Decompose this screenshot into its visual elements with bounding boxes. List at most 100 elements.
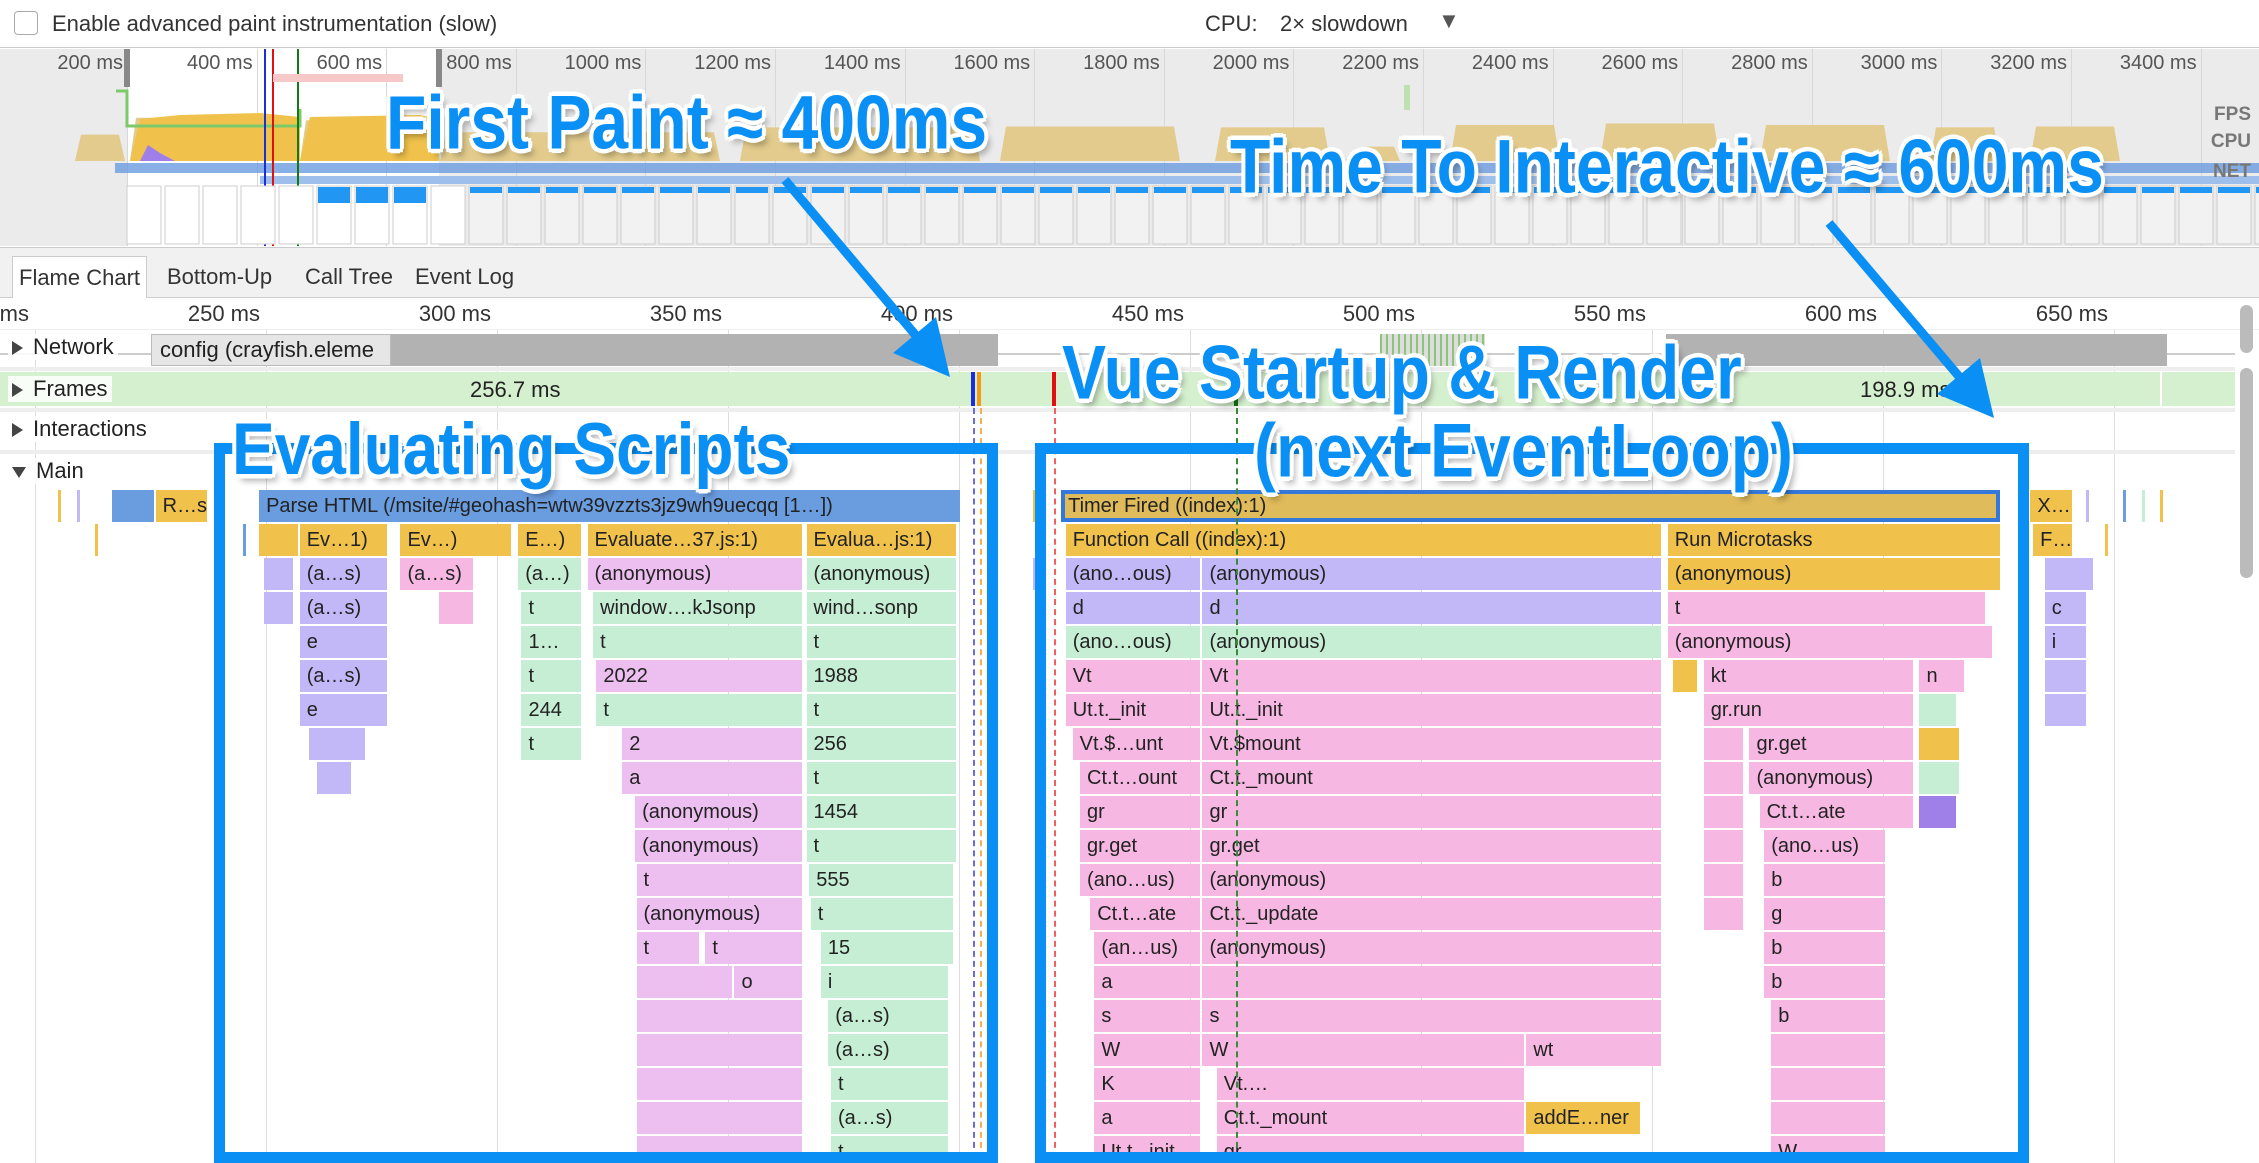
flame-event[interactable]: (a…s) (828, 1000, 949, 1032)
flame-event[interactable]: Ct.t…ate (1090, 898, 1201, 930)
flame-event[interactable] (636, 1034, 802, 1066)
flame-event[interactable]: s (1202, 1000, 1662, 1032)
flame-event[interactable]: Function Call ((index):1) (1065, 524, 1662, 556)
flame-event[interactable]: t (521, 728, 582, 760)
flame-event[interactable]: window….kJsonp (593, 592, 802, 624)
flame-event[interactable]: R…s (155, 490, 207, 522)
flame-event[interactable]: W (1094, 1034, 1201, 1066)
flame-event[interactable]: (anonymous) (587, 558, 802, 590)
flame-event[interactable]: 2 (622, 728, 802, 760)
dropdown-arrow-icon[interactable]: ▼ (1438, 8, 1460, 33)
flame-event[interactable]: (anonymous) (1202, 864, 1662, 896)
flame-event[interactable]: i (820, 966, 949, 998)
flame-event-sliver[interactable] (1032, 558, 1036, 590)
expand-triangle-icon[interactable] (12, 341, 23, 356)
flame-event[interactable]: Ev…) (400, 524, 511, 556)
flame-event[interactable]: a (1094, 966, 1201, 998)
flame-event[interactable]: o (734, 966, 802, 998)
flame-event[interactable]: (a…s) (299, 592, 387, 624)
flame-event[interactable]: (anonymous) (1749, 762, 1914, 794)
flame-event[interactable]: Ct.t._mount (1202, 762, 1662, 794)
flame-event[interactable]: (a…s) (831, 1102, 949, 1134)
tab-event-log[interactable]: Event Log (415, 264, 515, 289)
flame-event[interactable]: (anonymous) (1202, 932, 1662, 964)
flame-event[interactable]: (anonymous) (1202, 558, 1662, 590)
flame-event-sliver[interactable] (242, 524, 246, 556)
flame-event[interactable]: gr.get (1202, 830, 1662, 862)
flame-event[interactable]: (anonymous) (806, 558, 956, 590)
tab-flame-chart[interactable]: Flame Chart (12, 256, 148, 298)
flame-event[interactable]: (anonymous) (1202, 626, 1662, 658)
flame-event[interactable]: a (1094, 1102, 1201, 1134)
tab-call-tree[interactable]: Call Tree (305, 264, 394, 289)
flame-event[interactable]: (ano…us) (1764, 830, 1885, 862)
first-paint-marker[interactable] (971, 372, 975, 406)
flame-event[interactable] (1202, 966, 1662, 998)
flame-event[interactable]: c (2044, 592, 2087, 624)
flame-event[interactable]: g (1764, 898, 1885, 930)
flame-event[interactable] (309, 728, 366, 760)
track-frames[interactable]: Frames (8, 376, 112, 402)
flame-event[interactable]: F… (2033, 524, 2072, 556)
flame-event[interactable]: (anonymous) (636, 898, 802, 930)
flame-event[interactable] (1703, 864, 1744, 896)
expand-triangle-icon[interactable] (12, 383, 23, 398)
flame-event[interactable]: (anonymous) (635, 796, 802, 828)
flame-event[interactable]: Ev…1) (299, 524, 387, 556)
flame-event[interactable]: t (636, 864, 802, 896)
paint-instrumentation-label[interactable]: Enable advanced paint instrumentation (s… (52, 11, 498, 36)
flame-event[interactable]: kt (1703, 660, 1914, 692)
flame-event[interactable] (1919, 762, 1960, 794)
flame-event[interactable]: (ano…ous) (1065, 558, 1201, 590)
flame-event[interactable]: (an…us) (1094, 932, 1201, 964)
flame-event[interactable]: Ut.t._init (1065, 694, 1201, 726)
flame-event[interactable]: d (1202, 592, 1662, 624)
flame-event[interactable] (1703, 728, 1744, 760)
expand-triangle-icon[interactable] (12, 423, 23, 438)
flame-event[interactable]: 256 (806, 728, 956, 760)
flame-event-sliver[interactable] (2123, 490, 2127, 522)
flame-event[interactable]: K (1094, 1068, 1201, 1100)
flame-event[interactable]: Vt (1202, 660, 1662, 692)
flame-event[interactable] (259, 524, 298, 556)
flame-event[interactable] (439, 592, 474, 624)
flame-event[interactable]: t (1667, 592, 1986, 624)
flame-event[interactable] (1673, 660, 1698, 692)
flame-event[interactable]: b (1771, 1000, 1885, 1032)
paint-instrumentation-checkbox[interactable] (14, 11, 38, 35)
track-main[interactable]: Main (8, 458, 88, 484)
flame-event[interactable]: t (806, 830, 956, 862)
flame-event[interactable] (1919, 694, 1957, 726)
flame-event[interactable]: b (1764, 864, 1885, 896)
flame-event-sliver[interactable] (76, 490, 80, 522)
flame-event[interactable]: 1… (521, 626, 582, 658)
flame-event[interactable] (636, 1102, 802, 1134)
flame-event[interactable]: n (1919, 660, 1964, 692)
flame-event[interactable]: gr.get (1749, 728, 1914, 760)
flame-event[interactable]: 2022 (596, 660, 802, 692)
flame-event[interactable]: 555 (809, 864, 953, 896)
flame-event[interactable]: s (1094, 1000, 1201, 1032)
flame-event[interactable]: Ct.t._mount (1216, 1102, 1525, 1134)
load-event-marker[interactable] (1052, 372, 1056, 406)
frame-duration[interactable]: 198.9 ms (1860, 377, 1951, 402)
frame-duration[interactable]: 256.7 ms (470, 377, 561, 402)
flame-event-sliver[interactable] (2086, 490, 2090, 522)
flame-event[interactable] (1771, 1102, 1885, 1134)
flame-event[interactable]: (a…s) (400, 558, 474, 590)
flame-event[interactable] (1703, 830, 1744, 862)
flame-event[interactable]: (a…s) (828, 1034, 949, 1066)
flame-event[interactable]: i (2044, 626, 2087, 658)
flame-event-sliver[interactable] (2160, 490, 2164, 522)
flame-event[interactable]: t (596, 694, 802, 726)
flame-event[interactable]: Ct.t…ate (1759, 796, 1914, 828)
flame-event[interactable]: t (806, 626, 956, 658)
flame-event[interactable]: 1988 (806, 660, 956, 692)
flame-event-sliver[interactable] (2104, 524, 2108, 556)
flame-event[interactable]: e (299, 694, 387, 726)
network-request-config[interactable]: config (crayfish.eleme (151, 334, 391, 366)
flame-event[interactable] (1771, 1034, 1885, 1066)
flame-event[interactable]: (a…s) (299, 558, 387, 590)
flame-event-sliver[interactable] (58, 490, 62, 522)
flame-event[interactable]: Run Microtasks (1667, 524, 2000, 556)
